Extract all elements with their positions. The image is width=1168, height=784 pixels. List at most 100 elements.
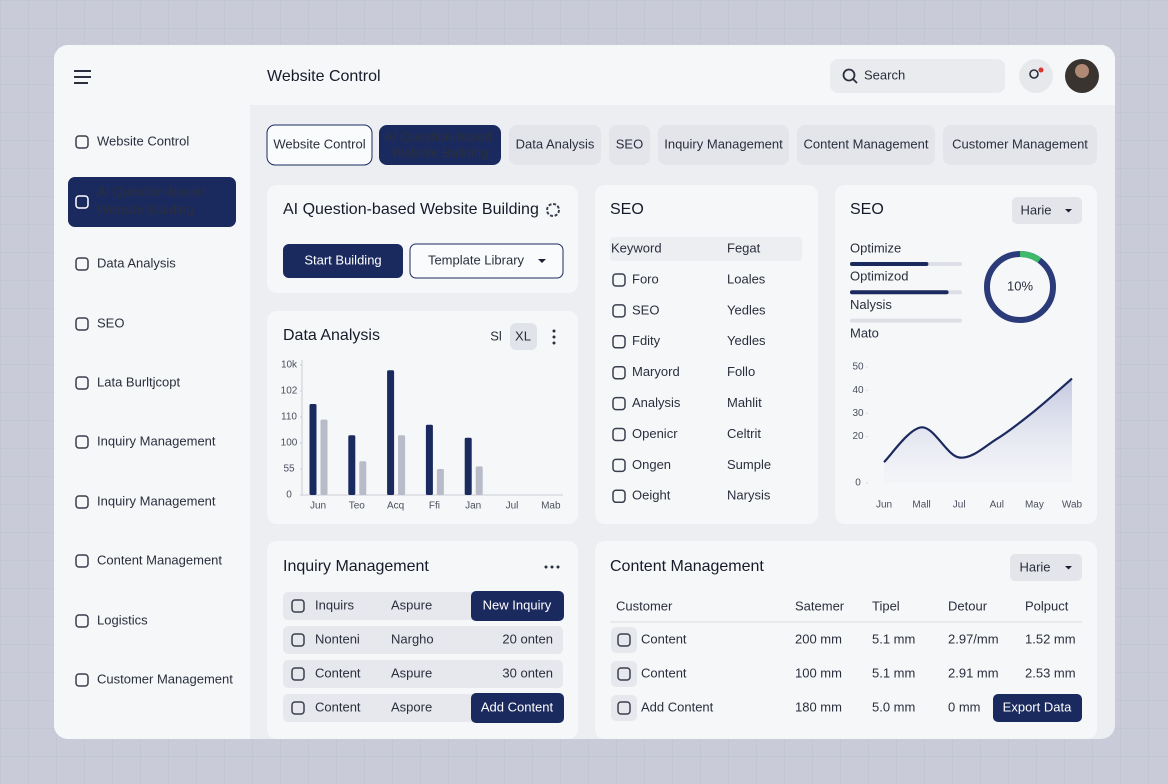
cell: Content bbox=[315, 699, 361, 714]
panel-title: Inquiry Management bbox=[283, 558, 429, 575]
tab-label: AI Question-based Website Building bbox=[384, 129, 495, 160]
item-icon bbox=[617, 701, 631, 715]
more-dot bbox=[552, 329, 556, 333]
y-tick-label: 0 bbox=[855, 478, 861, 489]
y-tick-label: 20 bbox=[852, 431, 864, 442]
content-panel bbox=[595, 541, 1097, 739]
dropdown-label: Harie bbox=[1019, 559, 1050, 574]
dropdown[interactable] bbox=[1012, 197, 1082, 224]
nav-label: Inquiry Management bbox=[97, 493, 216, 508]
caret bbox=[538, 259, 546, 263]
button-label: Add Content bbox=[481, 699, 554, 714]
action-button[interactable] bbox=[471, 591, 564, 621]
column-header: Tipel bbox=[872, 598, 900, 613]
y-tick-label: 30 bbox=[852, 408, 864, 419]
tab[interactable] bbox=[943, 125, 1097, 165]
list-row[interactable] bbox=[283, 626, 563, 654]
bar bbox=[425, 424, 433, 495]
column-header: Customer bbox=[616, 598, 673, 613]
button-label: Template Library bbox=[428, 252, 525, 267]
row-icon-box bbox=[611, 695, 637, 721]
item-icon bbox=[291, 667, 305, 681]
tab[interactable] bbox=[797, 125, 935, 165]
cell: Content bbox=[641, 665, 687, 680]
cell: Inquirs bbox=[315, 597, 355, 612]
tab[interactable] bbox=[609, 125, 650, 165]
column-header: Fegat bbox=[727, 240, 761, 255]
size-option-active[interactable] bbox=[510, 323, 537, 350]
secondary-button[interactable] bbox=[409, 243, 564, 279]
nav-item[interactable] bbox=[68, 304, 236, 344]
settings-icon[interactable] bbox=[546, 203, 560, 217]
column-header: Polpuct bbox=[1025, 598, 1069, 613]
item-icon bbox=[612, 304, 626, 318]
progress-label: Mato bbox=[850, 325, 879, 340]
panel-title: AI Question-based Website Building bbox=[283, 201, 539, 218]
nav-item[interactable] bbox=[68, 601, 236, 641]
cell: Narysis bbox=[727, 488, 771, 503]
item-icon bbox=[617, 667, 631, 681]
cell: 5.1 mm bbox=[872, 631, 915, 646]
search-placeholder: Search bbox=[864, 67, 905, 82]
caret bbox=[1065, 566, 1072, 570]
cell: 2.91 mm bbox=[948, 665, 999, 680]
primary-button[interactable] bbox=[283, 244, 403, 278]
cell: Openicr bbox=[632, 426, 678, 441]
cell: 100 mm bbox=[795, 665, 842, 680]
cell: Oeight bbox=[632, 488, 671, 503]
cell: 30 onten bbox=[502, 665, 553, 680]
cell: 5.1 mm bbox=[872, 665, 915, 680]
nav-label: Customer Management bbox=[97, 671, 233, 686]
cell: 1.52 mm bbox=[1025, 631, 1076, 646]
action-button[interactable] bbox=[471, 693, 564, 723]
search-box[interactable] bbox=[830, 59, 1005, 93]
tab[interactable] bbox=[266, 124, 373, 166]
cell: Content bbox=[315, 665, 361, 680]
x-tick-label: Mab bbox=[541, 501, 561, 512]
cell: Follo bbox=[727, 364, 755, 379]
bar bbox=[464, 437, 472, 495]
search-icon bbox=[852, 78, 858, 84]
nav-label: Content Management bbox=[97, 552, 222, 567]
cell: 2.97/mm bbox=[948, 631, 999, 646]
tab[interactable] bbox=[509, 125, 601, 165]
donut-value bbox=[984, 251, 1056, 323]
item-icon bbox=[75, 135, 89, 149]
tab[interactable] bbox=[658, 125, 789, 165]
tab-active[interactable] bbox=[379, 125, 501, 165]
panel-title: Content Management bbox=[610, 558, 764, 575]
caret bbox=[1065, 209, 1072, 213]
avatar-face bbox=[1075, 64, 1089, 78]
badge bbox=[1038, 67, 1044, 73]
cell: Yedles bbox=[727, 302, 766, 317]
menu-icon[interactable] bbox=[74, 70, 91, 84]
dropdown-label: Harie bbox=[1020, 202, 1051, 217]
nav-item-active[interactable] bbox=[68, 177, 236, 227]
bar bbox=[475, 466, 483, 495]
data-panel bbox=[267, 311, 578, 524]
user-icon bbox=[1029, 69, 1039, 79]
action-button[interactable] bbox=[993, 694, 1082, 722]
size-option: XL bbox=[515, 328, 531, 343]
cell: Loales bbox=[727, 271, 766, 286]
table-header bbox=[610, 237, 802, 261]
dropdown[interactable] bbox=[1010, 554, 1082, 581]
notifications-button[interactable] bbox=[1019, 59, 1053, 93]
y-tick-label: 50 bbox=[852, 362, 864, 373]
bar bbox=[398, 435, 406, 495]
cell: SEO bbox=[632, 302, 659, 317]
progress-track bbox=[850, 318, 962, 323]
list-row[interactable] bbox=[283, 660, 563, 688]
bar bbox=[359, 461, 367, 495]
tab-label: Customer Management bbox=[952, 136, 1088, 151]
cell: Aspure bbox=[391, 597, 432, 612]
area bbox=[884, 378, 1072, 483]
progress-fill bbox=[850, 290, 949, 295]
button-label: Export Data bbox=[1003, 699, 1072, 714]
x-tick-label: Acq bbox=[387, 501, 404, 512]
cell: Sumple bbox=[727, 457, 771, 472]
cell: Fdity bbox=[632, 333, 661, 348]
more-dot bbox=[550, 565, 554, 569]
more-dot bbox=[552, 341, 556, 345]
more-dot bbox=[552, 335, 556, 339]
